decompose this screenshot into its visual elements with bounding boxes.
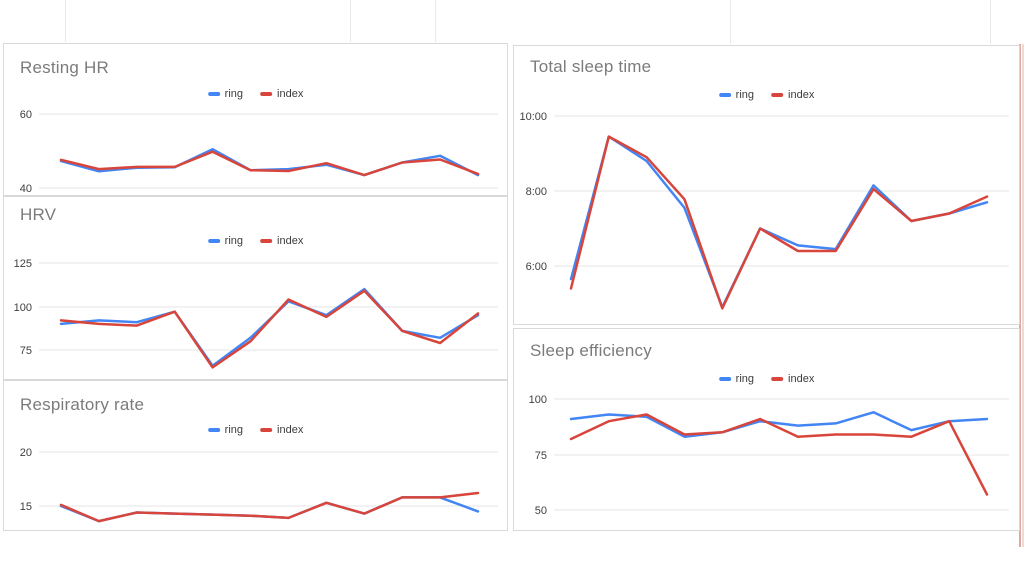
y-axis-tick-label: 6:00 [526,261,547,273]
legend-item-index: index [771,89,814,101]
ring-series-swatch [207,92,220,96]
chart-title: Total sleep time [530,57,652,76]
line-chart-plot: 60 40 [20,109,498,195]
chart-card-respiratory-rate[interactable]: Respiratory rate ring index 20 15 [3,380,508,531]
y-axis-tick-label: 100 [529,394,547,406]
index-series-swatch [260,92,273,96]
legend-label-index: index [277,235,304,247]
index-series-line [569,413,989,496]
legend-item-ring: ring [718,373,755,385]
sheet-gridline [990,0,991,44]
y-axis-tick-label: 15 [20,501,32,513]
legend-item-index: index [260,235,303,247]
legend-label-ring: ring [224,88,244,100]
ring-series-swatch [207,428,220,432]
index-series-swatch [260,239,273,243]
y-axis-tick-label: 75 [535,450,547,462]
index-series-line [59,289,480,369]
legend-label-ring: ring [224,235,244,247]
chart-card-resting-hr[interactable]: Resting HR ring index 60 40 [3,43,508,196]
index-series-swatch [771,377,784,381]
chart-card-total-sleep-time[interactable]: Total sleep time ring index 10:00 8:00 6:0… [513,45,1020,325]
ring-series-swatch [207,239,220,243]
index-series-line [59,150,480,177]
sheet-selection-edge [1022,44,1024,547]
legend-item-index: index [771,373,814,385]
y-axis-tick-label: 60 [20,109,32,121]
y-axis-tick-label: 75 [20,345,32,357]
legend-label-index: index [277,424,304,436]
chart-title: Resting HR [20,58,109,77]
sheet-selection-edge [1019,44,1021,547]
legend-item-ring: ring [207,424,244,436]
y-axis-tick-label: 10:00 [519,111,547,123]
line-chart-plot: 100 75 50 [529,394,1009,517]
legend-label-index: index [277,88,304,100]
y-axis-tick-label: 125 [14,258,32,270]
legend-item-ring: ring [207,235,244,247]
y-axis-tick-label: 50 [535,505,547,517]
chart-legend: ring index [207,235,303,247]
chart-legend: ring index [207,88,303,100]
chart-title: Respiratory rate [20,395,145,414]
sheet-gridline [435,0,436,42]
sheet-gridline [730,0,731,44]
legend-item-index: index [260,88,303,100]
ring-series-line [59,287,480,367]
ring-series-swatch [718,93,731,97]
chart-legend: ring index [718,89,814,101]
y-axis-tick-label: 8:00 [526,186,547,198]
sheet-gridline [350,0,351,42]
chart-card-sleep-efficiency[interactable]: Sleep efficiency ring index 100 75 50 [513,328,1020,531]
legend-item-ring: ring [207,88,244,100]
line-chart-plot: 10:00 8:00 6:00 [519,111,1009,310]
index-series-swatch [771,93,784,97]
ring-series-swatch [718,377,731,381]
legend-label-ring: ring [224,424,244,436]
sheet-gridline [65,0,66,42]
y-axis-tick-label: 20 [20,447,32,459]
y-axis-tick-label: 100 [14,302,32,314]
index-series-line [569,135,989,310]
legend-label-index: index [788,89,815,101]
chart-title: Sleep efficiency [530,341,652,360]
ring-series-line [569,135,989,309]
legend-label-ring: ring [735,373,755,385]
legend-item-index: index [260,424,303,436]
y-axis-tick-label: 40 [20,183,32,195]
chart-legend: ring index [207,424,303,436]
chart-title: HRV [20,205,57,224]
legend-label-index: index [788,373,815,385]
legend-item-ring: ring [718,89,755,101]
index-series-line [59,491,480,523]
index-series-swatch [260,428,273,432]
line-chart-plot: 125 100 75 [14,258,498,369]
chart-card-hrv[interactable]: HRV ring index 125 100 75 [3,196,508,380]
legend-label-ring: ring [735,89,755,101]
chart-legend: ring index [718,373,814,385]
